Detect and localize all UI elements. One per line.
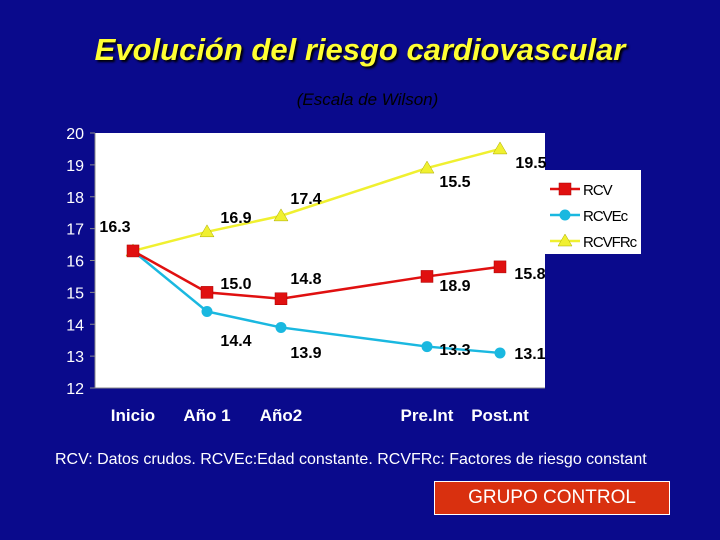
data-point-rcvfrc [273, 208, 289, 222]
data-label: 15.8 [514, 266, 545, 283]
y-axis-ticks: 20 19 18 17 16 15 14 13 12 [66, 126, 95, 398]
data-labels: 16.3 16.9 15.0 14.4 17.4 14.8 13.9 18.9 15.5 13.3… [99, 155, 546, 363]
data-point-rcvec [494, 347, 506, 359]
y-tick-label: 19 [66, 158, 84, 175]
x-tick-label: Año2 [260, 406, 303, 425]
x-tick-label: Post.nt [471, 406, 529, 425]
data-label: 18.9 [439, 278, 470, 295]
y-tick-label: 18 [66, 190, 84, 207]
legend-marker-rcvec [559, 209, 571, 221]
y-tick-label: 14 [66, 317, 84, 334]
legend-marker-rcv [558, 182, 572, 196]
data-label: 17.4 [290, 191, 321, 208]
data-label: 15.0 [220, 276, 251, 293]
legend-label-rcv: RCV [583, 182, 613, 199]
data-point-rcv [274, 292, 288, 305]
data-label: 15.5 [439, 174, 470, 191]
data-label: 16.9 [220, 210, 251, 227]
series-layer [125, 141, 508, 359]
y-tick-label: 13 [66, 349, 84, 366]
y-tick-label: 16 [66, 254, 84, 271]
data-point-rcvec [421, 341, 433, 353]
y-tick-label: 17 [66, 222, 84, 239]
data-point-rcvfrc [492, 141, 508, 155]
data-label: 14.4 [220, 333, 251, 350]
data-label: 14.8 [290, 271, 321, 288]
y-tick-label: 20 [66, 126, 84, 143]
data-point-rcv [493, 260, 507, 274]
x-tick-label: Año 1 [183, 406, 230, 425]
x-tick-label: Pre.Int [401, 406, 454, 425]
chart-subtitle: (Escala de Wilson) [296, 90, 439, 109]
footnote: RCV: Datos crudos. RCVEc:Edad constante.… [55, 451, 647, 468]
data-point-rcv [420, 270, 434, 283]
legend-marker-rcvfrc [557, 233, 573, 247]
page-title: Evolución del riesgo cardiovascular [94, 32, 626, 67]
x-tick-label: Inicio [111, 406, 155, 425]
data-label: 19.5 [515, 155, 546, 172]
data-point-rcv [126, 244, 140, 258]
plot-area [95, 133, 545, 388]
data-point-rcvfrc [419, 160, 435, 174]
data-label: 16.3 [99, 219, 130, 236]
data-point-rcvfrc [199, 224, 215, 238]
data-label: 13.1 [514, 346, 545, 363]
y-tick-label: 15 [66, 285, 84, 302]
group-label-box: GRUPO CONTROL [434, 481, 670, 515]
legend-label-rcvec: RCVEc [583, 208, 629, 225]
data-point-rcvec [275, 321, 287, 333]
data-point-rcv [200, 286, 214, 299]
legend-label-rcvfrc: RCVFRc [583, 234, 638, 251]
x-axis-ticks: Inicio Año 1 Año2 Pre.Int Post.nt [111, 406, 529, 425]
data-point-rcvec [201, 306, 213, 317]
data-label: 13.3 [439, 342, 470, 359]
y-tick-label: 12 [66, 381, 84, 398]
data-label: 13.9 [290, 345, 321, 362]
chart-legend: RCV RCVEc RCVFRc [545, 170, 641, 254]
